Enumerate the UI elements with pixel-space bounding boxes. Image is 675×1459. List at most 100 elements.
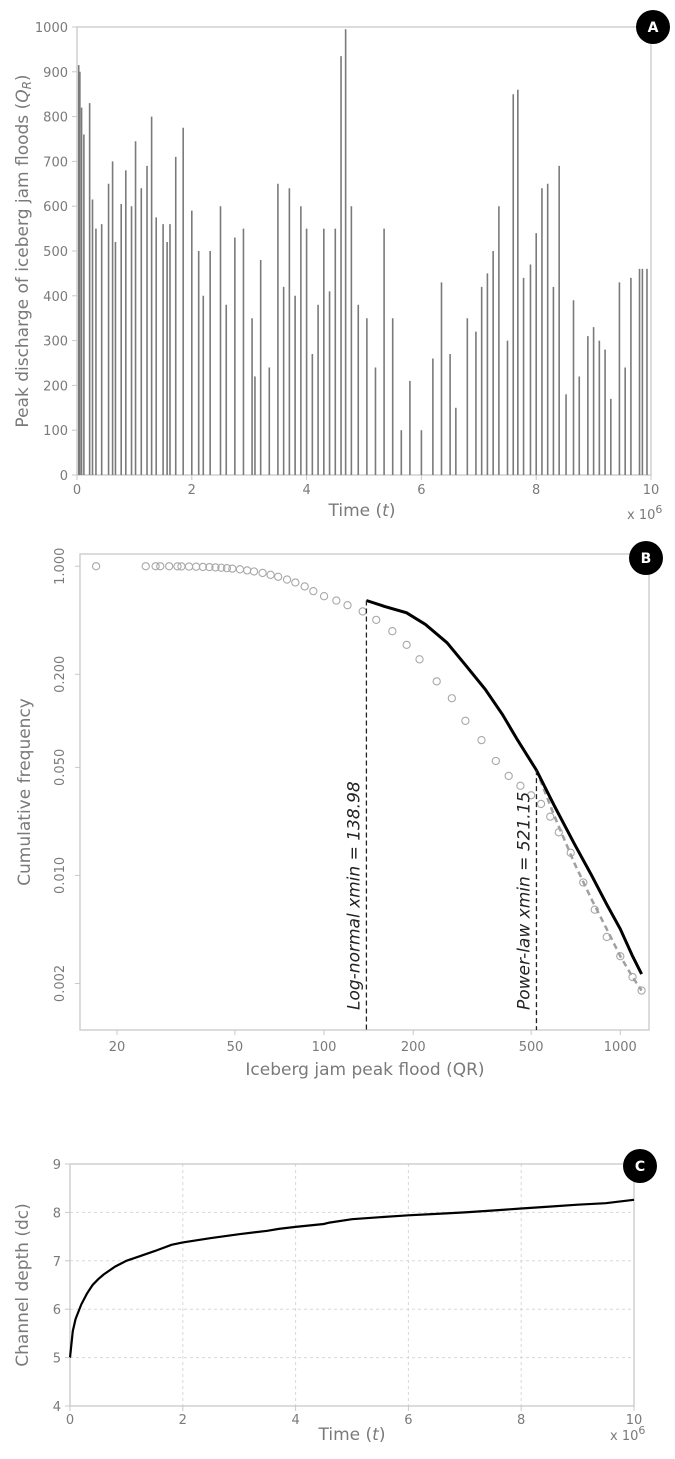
y-tick-label: 5 [53,1352,61,1367]
x-tick-label: 4 [302,483,310,498]
observed-point [258,568,267,578]
y-tick-label: 700 [43,155,68,170]
x-tick-label: 50 [227,1040,244,1055]
y-tick-label: 300 [43,335,68,350]
plot-area-b [79,553,650,1031]
xmin-annotation: Log-normal xmin = 138.98 [344,781,364,1010]
line-chart-c: 4 5 6 7 8 9 0 2 4 6 8 10 Time (t) x 106 Channel de… [13,1149,657,1445]
y-ticks-a: 0 100 200 300 400 500 600 700 800 900 1000 [35,21,77,484]
plot-area-c [69,1163,635,1407]
x-axis-title-c: Time (t) [318,1425,386,1445]
observed-point [282,575,292,584]
x-ticks-b: 20 50 100 200 500 1000 [109,1030,637,1055]
chart-panel-c: 4 5 6 7 8 9 0 2 4 6 8 10 Time (t) x 106 Channel de… [0,1085,675,1455]
x-tick-label: 200 [401,1040,426,1055]
x-tick-label: 6 [404,1413,412,1428]
y-tick-label: 6 [53,1303,61,1318]
observed-point [447,694,456,703]
y-tick-label: 8 [53,1206,61,1221]
observed-point [291,578,300,587]
x-tick-label: 2 [188,483,196,498]
y-tick-label: 1.000 [53,548,68,585]
y-tick-label: 4 [53,1400,61,1415]
x-tick-label: 0 [73,483,81,498]
chart-panel-a: 0 100 200 300 400 500 600 700 800 900 1000 0 2 4 6 8 10… [0,0,675,530]
y-tick-label: 600 [43,200,68,215]
x-multiplier-c: x 106 [610,1424,645,1444]
observed-point [151,562,160,571]
y-tick-label: 400 [43,290,68,305]
x-axis-title-a: Time (t) [328,501,396,521]
y-axis-title-c: Channel depth (dc) [13,1203,33,1366]
y-axis-title-a: Peak discharge of iceberg jam floods (QR… [13,74,34,427]
panel-badge-b [629,541,663,575]
observed-point [249,567,259,576]
x-ticks-c: 0 2 4 6 8 10 [66,1406,642,1428]
x-tick-label: 500 [519,1040,544,1055]
observed-point [235,565,245,574]
x-tick-label: 8 [517,1413,525,1428]
observed-point [266,570,275,579]
y-tick-label: 500 [43,245,68,260]
observed-point [343,601,352,610]
x-ticks-a: 0 2 4 6 8 10 [73,475,659,498]
panel-badge-c [623,1149,657,1183]
observed-point [546,812,555,821]
observed-point [491,756,500,766]
x-tick-label: 0 [66,1413,74,1428]
observed-point [432,677,441,686]
observed-point [274,572,283,581]
observed-point [388,627,397,636]
x-tick-label: 20 [109,1040,126,1055]
observed-point [91,562,101,571]
observed-point [372,615,381,624]
observed-point [309,587,318,596]
x-axis-title-b: Iceberg jam peak flood (QR) [245,1060,484,1080]
log-normal-fit-line [365,599,643,975]
depth-line-c [68,1198,635,1358]
y-tick-label: 7 [53,1255,61,1270]
observed-point [616,952,625,961]
observed-point [173,562,182,571]
observed-point [504,771,513,781]
observed-point [628,972,637,982]
observed-point [579,878,588,887]
observed-point [165,562,174,571]
observed-point [198,562,208,572]
observed-point [402,640,411,650]
x-tick-label: 1000 [604,1040,637,1055]
observed-point [211,563,220,572]
observed-point [222,563,232,573]
observed-point [516,781,525,790]
panel-badge-label-b: B [641,551,652,567]
x-tick-label: 6 [417,483,425,498]
y-tick-label: 0.050 [53,749,68,786]
observed-point [358,607,367,616]
panel-badge-a [636,10,670,44]
y-tick-label: 9 [53,1158,61,1173]
x-tick-label: 100 [312,1040,337,1055]
observed-point [332,596,341,605]
observed-point [602,932,611,942]
observed-point [477,735,486,745]
annotations-b: Log-normal xmin = 138.98 Power-law xmin =… [344,600,538,1030]
observed-point [205,562,214,572]
power-law-fit-line [535,769,643,992]
y-tick-label: 200 [43,379,68,394]
observed-point [184,562,194,571]
x-tick-label: 8 [532,483,540,498]
y-axis-title-b: Cumulative frequency [15,698,35,886]
x-tick-label: 10 [643,483,660,498]
bars-a [77,29,648,475]
y-tick-label: 0 [60,469,68,484]
observed-point [228,564,237,573]
observed-point [461,716,470,725]
observed-points-b [91,562,646,995]
observed-point [526,791,536,800]
fit-lines-b [365,599,643,992]
observed-point [415,655,424,664]
x-tick-label: 4 [291,1413,299,1428]
y-ticks-b: 0.002 0.010 0.050 0.200 1.000 [53,548,80,1002]
channel-depth-line [68,1198,635,1358]
y-tick-label: 100 [43,424,68,439]
